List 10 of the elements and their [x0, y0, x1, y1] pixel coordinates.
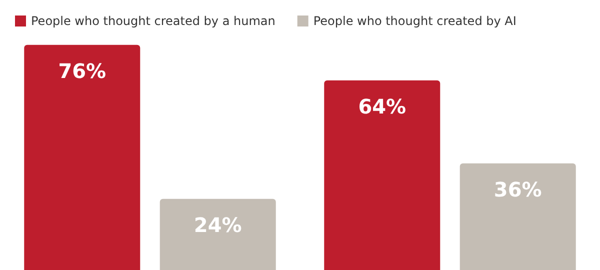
bar	[460, 163, 576, 270]
legend-label: People who thought created by AI	[313, 14, 516, 28]
data-label: 24%	[194, 212, 242, 237]
data-label: 36%	[494, 177, 542, 202]
data-label: 76%	[58, 58, 106, 83]
data-label: 64%	[358, 94, 406, 118]
legend-label: People who thought created by a human	[31, 14, 276, 28]
bar	[324, 80, 440, 270]
bar	[24, 44, 140, 270]
bar	[160, 198, 276, 270]
